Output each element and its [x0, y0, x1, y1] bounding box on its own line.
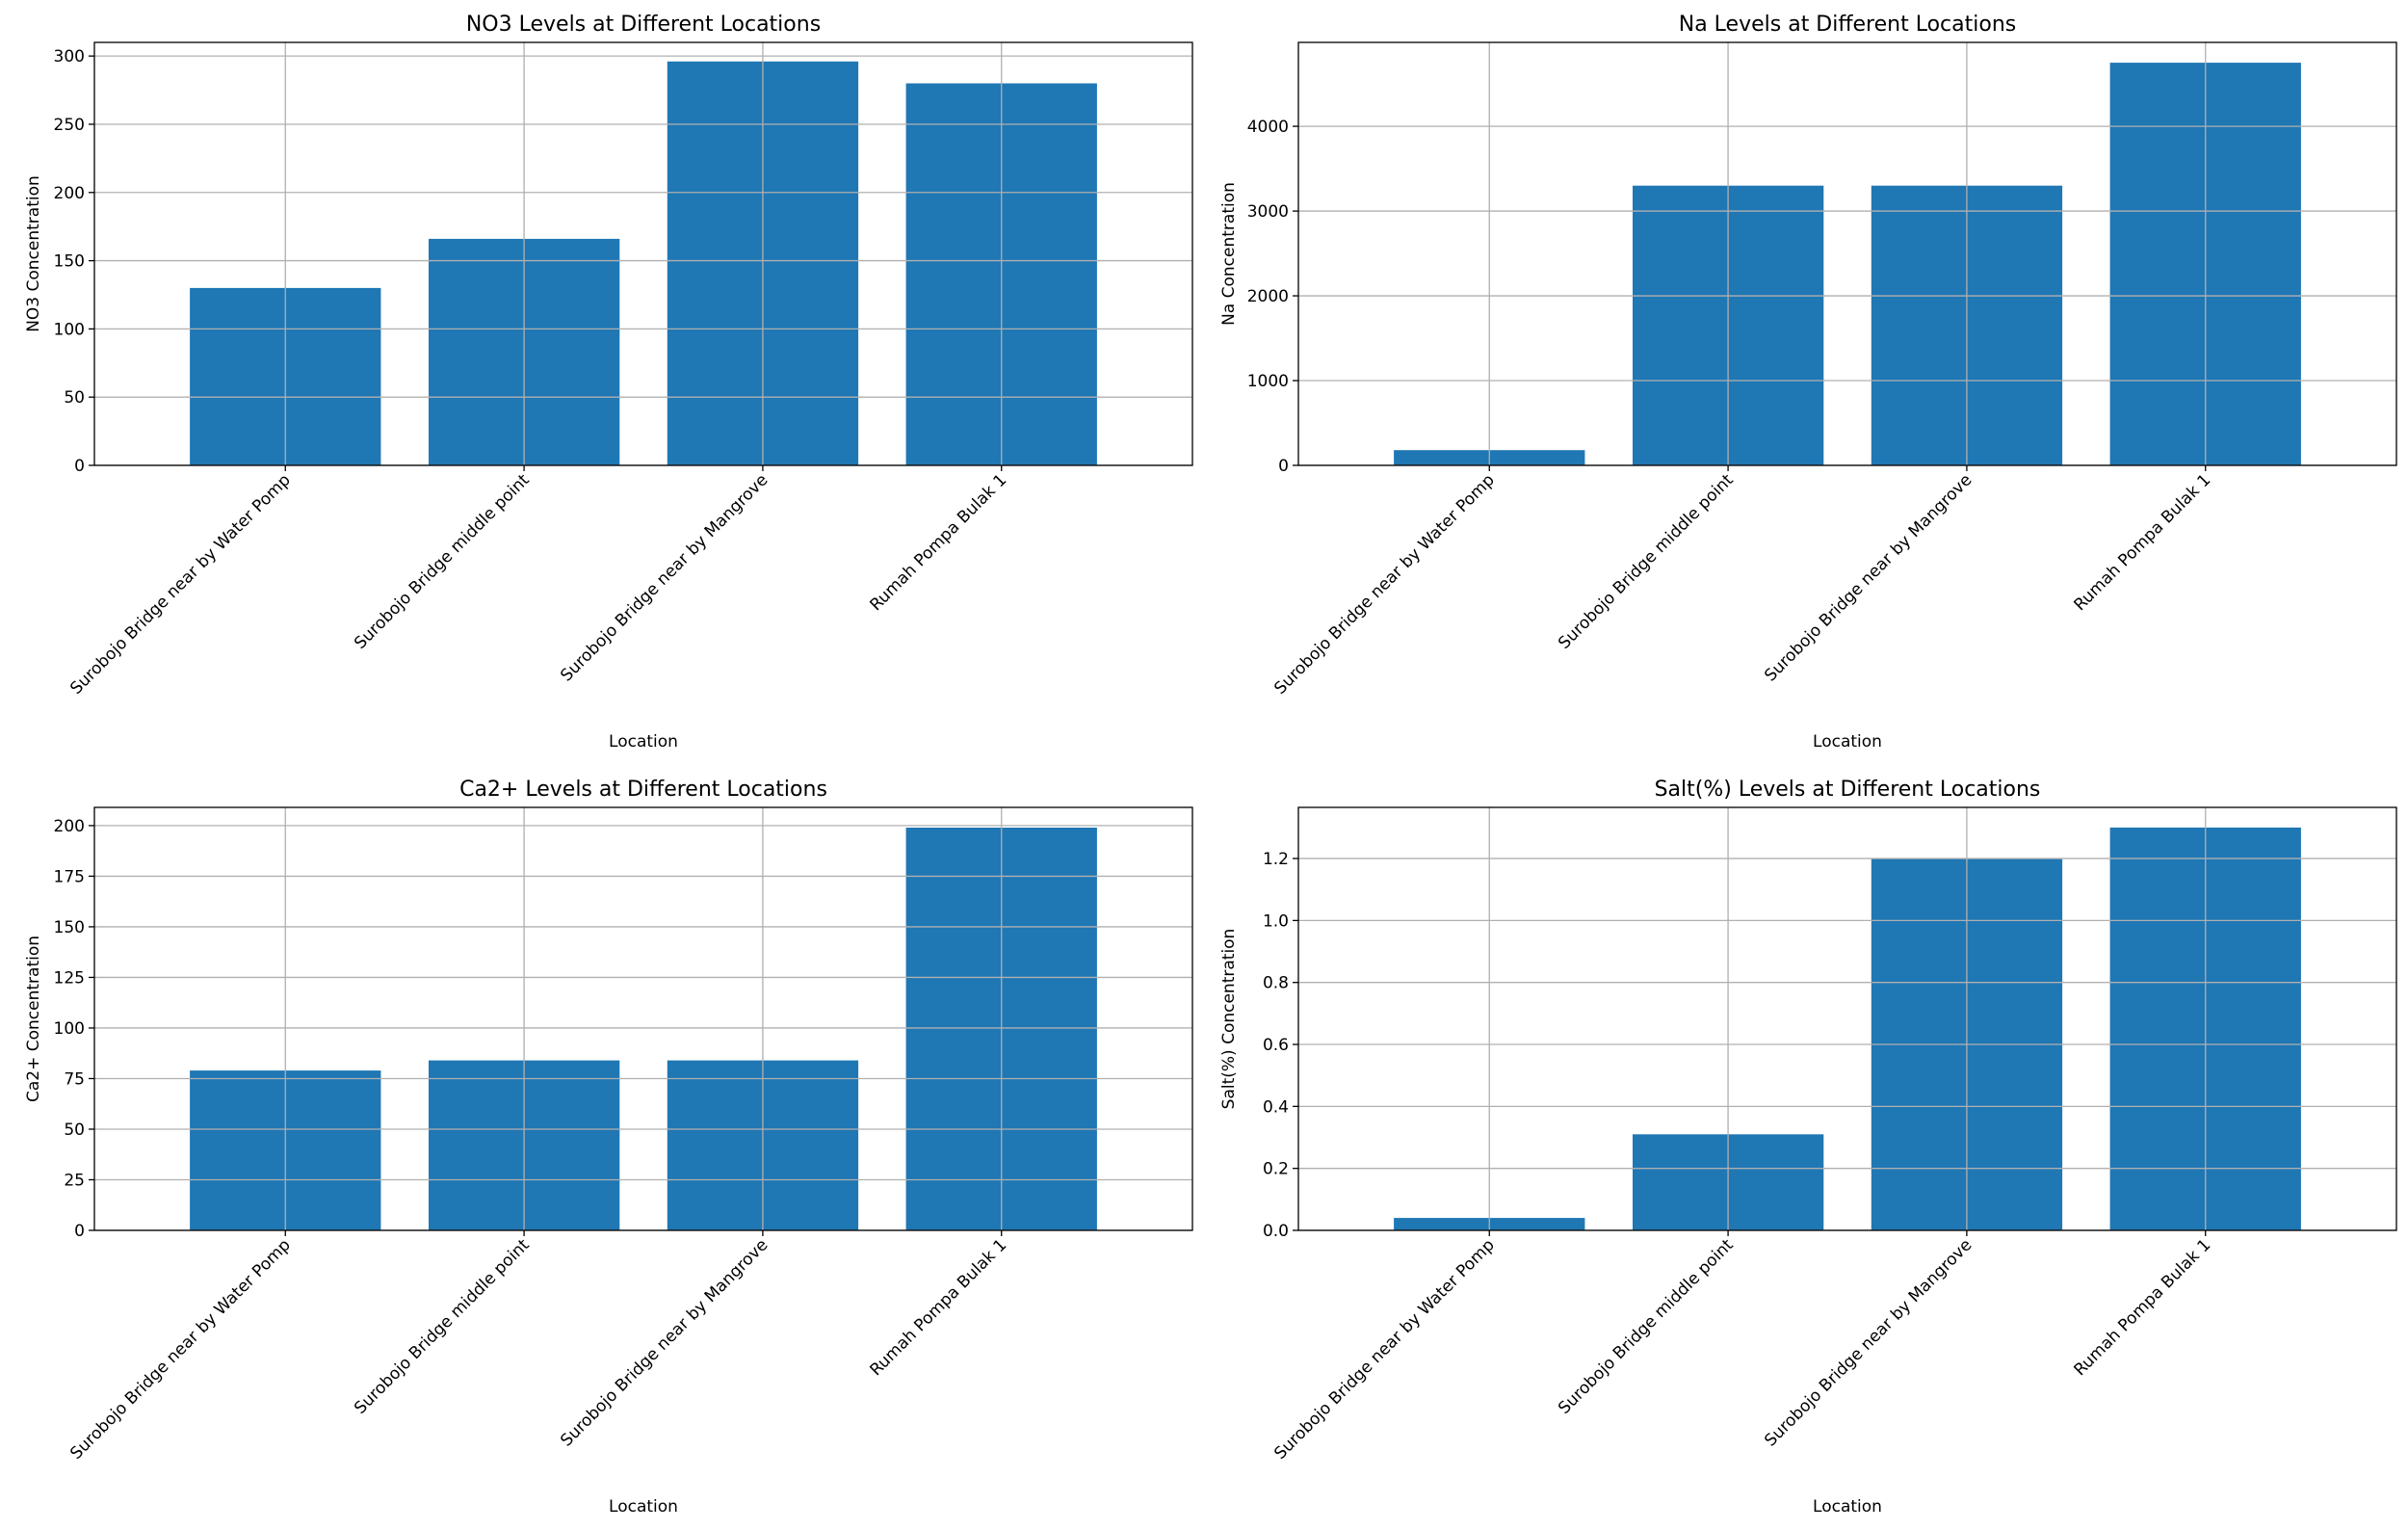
x-tick-label: Surobojo Bridge middle point: [1555, 1235, 1738, 1418]
y-tick-label: 3000: [1247, 202, 1289, 222]
y-tick-label: 200: [54, 817, 85, 836]
axes-frame: [93, 41, 1193, 466]
y-tick-label: 250: [54, 116, 85, 135]
y-axis-label: Salt(%) Concentration: [1219, 929, 1239, 1110]
y-tick-label: 4000: [1247, 118, 1289, 137]
y-tick-label: 125: [54, 968, 85, 988]
x-tick-label: Rumah Pompa Bulak 1: [2070, 470, 2214, 615]
axes-frame: [1297, 806, 2397, 1231]
chart-title: Na Levels at Different Locations: [1679, 13, 2016, 37]
y-tick-label: 50: [64, 388, 85, 408]
x-tick-label: Surobojo Bridge middle point: [1555, 470, 1738, 653]
x-tick-label: Surobojo Bridge near by Mangrove: [1761, 470, 1976, 685]
y-tick-label: 0.2: [1263, 1160, 1289, 1179]
x-tick-label: Surobojo Bridge near by Water Pomp: [1270, 470, 1499, 699]
y-tick-label: 25: [64, 1171, 85, 1190]
y-tick-label: 100: [54, 1019, 85, 1039]
chart-panel-2: 0 1000 2000 3000 4000 Surobojo Bridge near by…: [1219, 13, 2397, 752]
chart-title: Ca2+ Levels at Different Locations: [459, 778, 827, 802]
y-axis-label: NO3 Concentration: [24, 175, 43, 332]
axes-frame: [93, 806, 1193, 1231]
axes-frame: [1297, 41, 2397, 466]
x-tick-label: Rumah Pompa Bulak 1: [866, 1235, 1010, 1380]
x-axis-label: Location: [609, 1497, 678, 1517]
y-tick-label: 0.0: [1263, 1222, 1289, 1241]
y-tick-label: 150: [54, 252, 85, 272]
x-tick-label: Surobojo Bridge near by Mangrove: [557, 470, 772, 685]
y-tick-label: 50: [64, 1121, 85, 1140]
x-axis-label: Location: [609, 732, 678, 752]
x-tick-label: Surobojo Bridge near by Water Pomp: [66, 1235, 295, 1464]
x-tick-label: Surobojo Bridge near by Water Pomp: [66, 470, 295, 699]
x-tick-label: Surobojo Bridge middle point: [351, 1235, 534, 1418]
y-tick-label: 75: [64, 1069, 85, 1089]
y-axis-label: Ca2+ Concentration: [24, 936, 43, 1102]
x-tick-label: Surobojo Bridge near by Water Pomp: [1270, 1235, 1499, 1464]
y-tick-label: 1.2: [1263, 850, 1289, 869]
y-axis-label: Na Concentration: [1219, 182, 1239, 326]
chart-panel-1: 0 50 100 150 200 250 300 Surobojo Bridge near b…: [24, 13, 1193, 752]
x-axis-label: Location: [1813, 1497, 1882, 1517]
y-tick-label: 1000: [1247, 372, 1289, 391]
x-axis-label: Location: [1813, 732, 1882, 752]
chart-title: NO3 Levels at Different Locations: [466, 13, 821, 37]
y-tick-label: 300: [54, 47, 85, 66]
x-tick-label: Rumah Pompa Bulak 1: [866, 470, 1010, 615]
y-tick-label: 0: [1278, 457, 1289, 476]
y-tick-label: 0.4: [1263, 1097, 1289, 1117]
y-tick-label: 0.8: [1263, 974, 1289, 993]
y-tick-label: 1.0: [1263, 911, 1289, 931]
y-tick-label: 175: [54, 867, 85, 886]
x-tick-label: Rumah Pompa Bulak 1: [2070, 1235, 2214, 1380]
y-tick-label: 150: [54, 918, 85, 937]
x-tick-label: Surobojo Bridge middle point: [351, 470, 534, 653]
chart-panel-3: 0 25 50 75 100 125 150 175 200 Surobojo Bridge ne…: [24, 778, 1193, 1517]
y-tick-label: 0: [74, 1222, 85, 1241]
x-tick-label: Surobojo Bridge near by Mangrove: [1761, 1235, 1976, 1450]
x-tick-label: Surobojo Bridge near by Mangrove: [557, 1235, 772, 1450]
y-tick-label: 0.6: [1263, 1036, 1289, 1055]
y-tick-label: 2000: [1247, 287, 1289, 306]
y-tick-label: 0: [74, 457, 85, 476]
chart-panel-4: 0.0 0.2 0.4 0.6 0.8 1.0 1.2 Surobojo Bridge nea…: [1219, 778, 2397, 1517]
y-tick-label: 100: [54, 320, 85, 339]
y-tick-label: 200: [54, 184, 85, 203]
chart-title: Salt(%) Levels at Different Locations: [1655, 778, 2041, 802]
